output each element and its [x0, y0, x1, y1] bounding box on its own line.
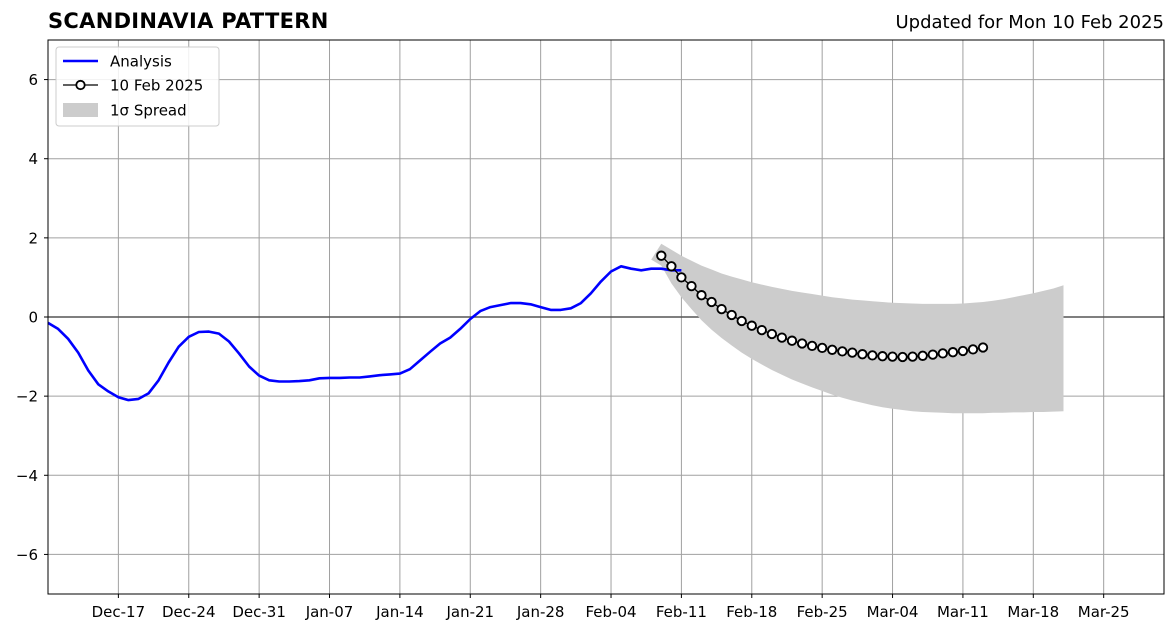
- forecast-point: [867, 350, 878, 361]
- forecast-point: [917, 350, 928, 361]
- y-tick-label: 4: [28, 150, 38, 168]
- x-tick-label: Feb-25: [797, 603, 848, 621]
- forecast-point: [907, 351, 918, 362]
- legend-spread-swatch: [63, 103, 98, 117]
- forecast-point: [736, 315, 747, 327]
- legend-forecast-label: 10 Feb 2025: [110, 77, 203, 95]
- chart-legend: Analysis 10 Feb 2025 1σ Spread: [55, 46, 220, 127]
- plot-frame: [47, 39, 1165, 595]
- forecast-point: [726, 309, 737, 321]
- spread-band: [651, 243, 1064, 414]
- y-tick-label: −4: [16, 467, 38, 485]
- forecast-point: [776, 332, 788, 343]
- forecast-point: [786, 335, 798, 346]
- forecast-point: [796, 338, 808, 349]
- legend-forecast-marker: [75, 79, 86, 91]
- analysis-line: [47, 264, 682, 402]
- forecast-point: [927, 349, 938, 360]
- spread-layer: [651, 243, 1064, 414]
- forecast-point: [746, 320, 757, 331]
- forecast-point: [897, 351, 908, 363]
- forecast-point: [847, 347, 858, 358]
- forecast-point: [957, 345, 969, 357]
- x-tick-label: Jan-07: [305, 603, 354, 621]
- y-tick-label: −6: [16, 546, 38, 564]
- x-tick-label: Mar-18: [1007, 603, 1059, 621]
- forecast-point: [676, 272, 687, 283]
- x-tick-label: Jan-14: [375, 603, 424, 621]
- chart-title: SCANDINAVIA PATTERN: [48, 9, 329, 33]
- x-tick-label: Dec-31: [232, 603, 286, 621]
- forecast-point: [756, 324, 767, 336]
- forecast-point: [706, 296, 717, 308]
- x-tick-label: Jan-21: [445, 603, 494, 621]
- forecast-point: [716, 303, 727, 315]
- x-tick-label: Feb-18: [726, 603, 777, 621]
- legend-analysis-label: Analysis: [110, 53, 172, 71]
- forecast-point: [887, 351, 898, 362]
- forecast-point: [817, 342, 828, 354]
- y-tick-label: 0: [28, 309, 38, 327]
- x-tick-label: Jan-28: [516, 603, 565, 621]
- chart-subtitle: Updated for Mon 10 Feb 2025: [895, 12, 1164, 33]
- forecast-point: [666, 261, 677, 272]
- forecast-point: [877, 351, 888, 362]
- series-layer: [47, 250, 989, 402]
- x-tick-label: Mar-25: [1078, 603, 1130, 621]
- x-tick-label: Dec-17: [92, 603, 146, 621]
- forecast-point: [766, 328, 778, 340]
- forecast-point: [686, 280, 697, 292]
- forecast-point: [967, 344, 979, 355]
- y-tick-label: −2: [16, 388, 38, 406]
- y-tick-label: 2: [28, 229, 38, 247]
- forecast-point: [656, 250, 667, 261]
- forecast-point: [977, 342, 989, 353]
- x-tick-label: Feb-04: [585, 603, 636, 621]
- forecast-point: [937, 348, 948, 359]
- forecast-point: [837, 346, 848, 357]
- x-tick-label: Feb-11: [656, 603, 707, 621]
- x-tick-label: Mar-11: [937, 603, 989, 621]
- forecast-point: [827, 344, 838, 355]
- forecast-point: [696, 290, 707, 301]
- x-tick-label: Mar-04: [867, 603, 919, 621]
- legend-spread-label: 1σ Spread: [110, 102, 187, 120]
- forecast-point: [857, 349, 868, 360]
- y-tick-label: 6: [28, 71, 38, 89]
- forecast-point: [806, 340, 818, 352]
- forecast-point: [947, 347, 959, 358]
- x-tick-label: Dec-24: [162, 603, 216, 621]
- axis-layer: Dec-17 Dec-24 Dec-31 Jan-07 Jan-14 Jan-21 Jan-…: [16, 39, 1165, 621]
